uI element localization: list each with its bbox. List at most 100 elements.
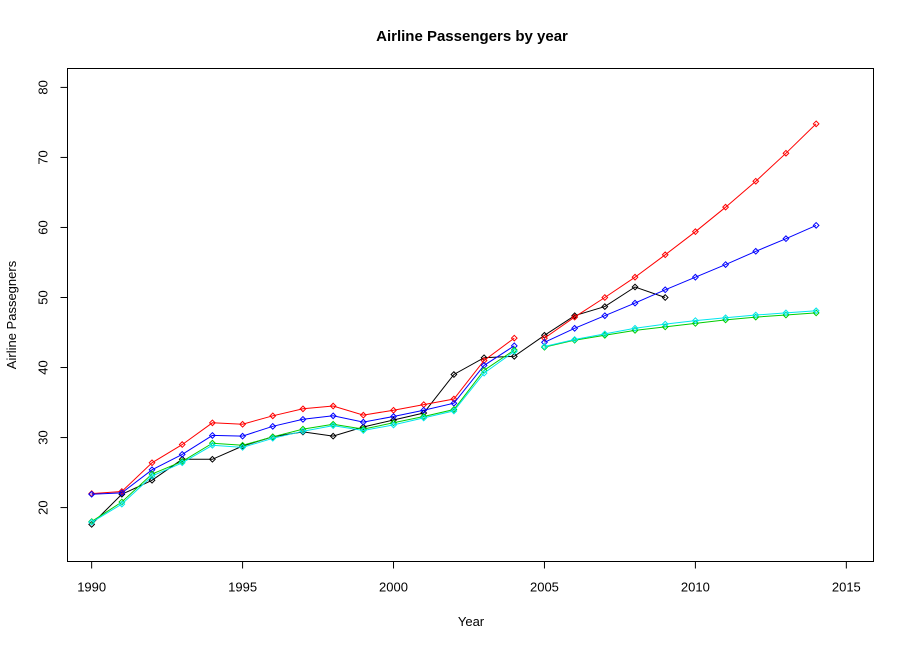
x-tick-label: 1995 bbox=[228, 580, 257, 595]
data-point bbox=[148, 470, 156, 478]
data-point bbox=[148, 476, 156, 484]
series-8 bbox=[540, 307, 820, 351]
data-point bbox=[450, 407, 458, 415]
series-line bbox=[544, 224, 817, 343]
data-point bbox=[178, 441, 186, 449]
data-point bbox=[812, 221, 820, 229]
data-point bbox=[178, 457, 186, 465]
y-axis-label: Airline Passegners bbox=[4, 260, 19, 369]
data-point bbox=[299, 425, 307, 433]
data-point bbox=[722, 314, 730, 322]
series-line bbox=[544, 310, 817, 347]
y-tick-label: 40 bbox=[36, 360, 51, 374]
data-point bbox=[782, 149, 790, 157]
data-point bbox=[631, 283, 639, 291]
data-point bbox=[510, 334, 518, 342]
data-point bbox=[420, 414, 428, 422]
data-point bbox=[661, 323, 669, 331]
data-point bbox=[510, 347, 518, 355]
y-tick-label: 30 bbox=[36, 430, 51, 444]
data-point bbox=[540, 331, 548, 339]
data-point bbox=[691, 228, 699, 236]
data-point bbox=[88, 518, 96, 526]
data-point bbox=[299, 415, 307, 423]
data-point bbox=[269, 434, 277, 442]
data-point bbox=[510, 346, 518, 354]
data-point bbox=[722, 261, 730, 269]
y-tick-label: 20 bbox=[36, 500, 51, 514]
series-4 bbox=[88, 347, 518, 526]
data-point bbox=[450, 395, 458, 403]
data-point bbox=[208, 455, 216, 463]
data-point bbox=[390, 421, 398, 429]
data-point bbox=[208, 439, 216, 447]
data-point bbox=[359, 418, 367, 426]
data-point bbox=[239, 443, 247, 451]
data-point bbox=[269, 433, 277, 441]
data-point bbox=[601, 312, 609, 320]
data-point bbox=[239, 441, 247, 449]
data-point bbox=[480, 369, 488, 377]
data-point bbox=[359, 411, 367, 419]
data-point bbox=[208, 441, 216, 449]
x-tick-label: 2015 bbox=[832, 580, 861, 595]
x-tick-label: 2000 bbox=[379, 580, 408, 595]
x-tick-label: 1990 bbox=[77, 580, 106, 595]
data-point bbox=[239, 420, 247, 428]
data-point bbox=[752, 247, 760, 255]
data-point bbox=[571, 336, 579, 344]
y-tick-label: 70 bbox=[36, 150, 51, 164]
data-point bbox=[631, 273, 639, 281]
series-line bbox=[91, 349, 515, 523]
data-point bbox=[208, 431, 216, 439]
data-point bbox=[510, 352, 518, 360]
data-point bbox=[148, 472, 156, 480]
series-7 bbox=[540, 309, 820, 351]
series-0 bbox=[88, 283, 669, 528]
series-5 bbox=[540, 120, 820, 342]
data-point bbox=[661, 320, 669, 328]
data-point bbox=[601, 303, 609, 311]
series-6 bbox=[540, 221, 820, 346]
data-point bbox=[631, 299, 639, 307]
data-point bbox=[208, 419, 216, 427]
data-point bbox=[178, 459, 186, 467]
data-point bbox=[359, 423, 367, 431]
data-point bbox=[299, 405, 307, 413]
data-point bbox=[812, 307, 820, 315]
data-point bbox=[269, 422, 277, 430]
data-point bbox=[329, 402, 337, 410]
data-point bbox=[118, 500, 126, 508]
data-point bbox=[661, 251, 669, 259]
y-tick-label: 60 bbox=[36, 220, 51, 234]
data-point bbox=[571, 312, 579, 320]
data-point bbox=[329, 420, 337, 428]
data-point bbox=[88, 490, 96, 498]
data-point bbox=[329, 422, 337, 430]
data-point bbox=[540, 343, 548, 351]
data-point bbox=[631, 324, 639, 332]
data-point bbox=[329, 432, 337, 440]
data-point bbox=[752, 177, 760, 185]
data-point bbox=[782, 309, 790, 317]
data-point bbox=[269, 412, 277, 420]
data-point bbox=[540, 334, 548, 342]
x-axis: 1990 1995 2000 2005 2010 2015 bbox=[77, 561, 861, 595]
series-line bbox=[544, 123, 817, 339]
data-point bbox=[691, 317, 699, 325]
data-point bbox=[661, 293, 669, 302]
data-point bbox=[118, 498, 126, 506]
data-point bbox=[571, 324, 579, 332]
data-point bbox=[329, 412, 337, 420]
data-point bbox=[722, 203, 730, 211]
series-line bbox=[91, 286, 666, 525]
data-point bbox=[691, 319, 699, 327]
data-point bbox=[359, 425, 367, 433]
x-axis-label: Year bbox=[458, 614, 485, 629]
data-point bbox=[118, 487, 126, 495]
data-point bbox=[450, 371, 458, 379]
data-point bbox=[178, 455, 186, 463]
data-point bbox=[661, 286, 669, 294]
data-point bbox=[601, 330, 609, 338]
series-line bbox=[91, 350, 515, 523]
